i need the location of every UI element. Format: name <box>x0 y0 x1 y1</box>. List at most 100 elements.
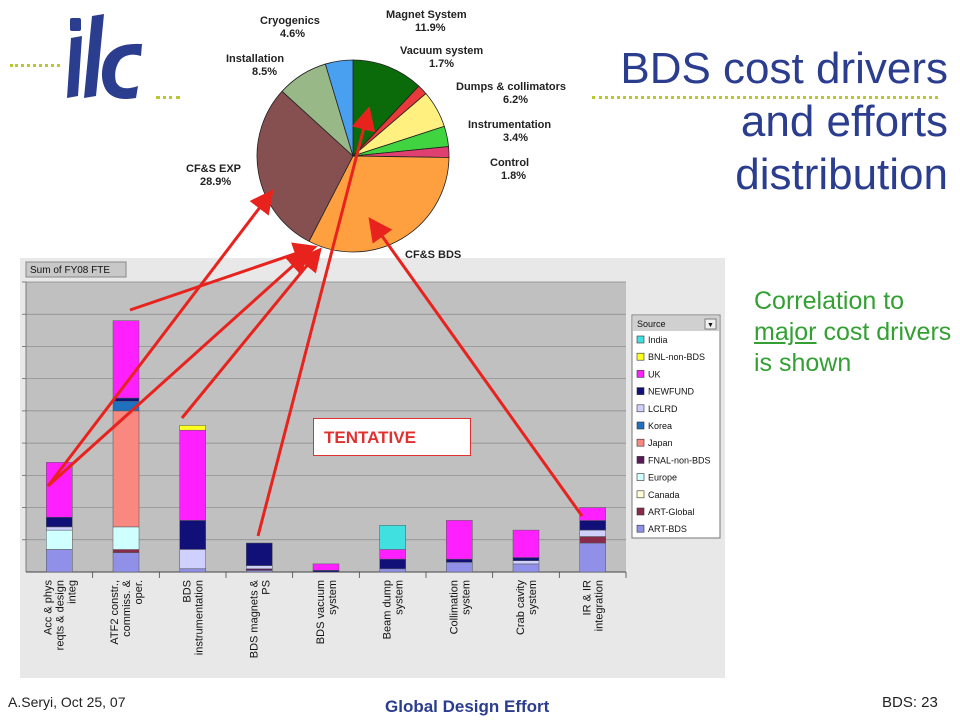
category-label-line: system <box>394 580 406 615</box>
legend: Source ▼ India BNL-non-BDS UK NEWFUND LCLRD K… <box>631 314 721 539</box>
bar-segment-korea <box>112 400 140 412</box>
category-label: IR & IRintegration <box>582 580 606 631</box>
legend-swatch-uk <box>636 370 645 378</box>
footer-author-date: A.Seryi, Oct 25, 07 <box>8 694 126 710</box>
correlation-underlined: major <box>754 318 817 346</box>
category-label: Crab cavitysystem <box>515 580 539 636</box>
category-label-line: BDS magnets & <box>248 579 260 658</box>
category-label: Acc & physreqts & designinteg <box>42 580 78 651</box>
category-label-line: system <box>527 580 539 615</box>
legend-label-art-global: ART-Global <box>648 507 694 517</box>
logo-text: ilc <box>66 8 67 9</box>
bar-segment-europe <box>46 529 73 550</box>
category-label-line: Acc & phys <box>42 580 54 636</box>
pie-value-installation: 8.5% <box>252 66 277 78</box>
legend-label-india: India <box>648 335 668 345</box>
dotted-line-left <box>10 64 60 67</box>
legend-label-art-bds: ART-BDS <box>648 524 687 534</box>
bar-segment-newfund <box>446 558 473 563</box>
legend-label-bnl-non-bds: BNL-non-BDS <box>648 352 705 362</box>
bar-segment-newfund <box>512 557 540 561</box>
title-line-2: and efforts <box>740 97 948 146</box>
bar-segment-india <box>379 525 406 550</box>
legend-swatch-korea <box>636 421 645 430</box>
legend-swatch-bnl-non-bds <box>636 352 645 361</box>
legend-label-canada: Canada <box>648 490 680 500</box>
bar-segment-lclrd <box>179 549 206 569</box>
bar-segment-newfund <box>179 520 206 550</box>
legend-box <box>631 314 721 539</box>
legend-label-fnal-non-bds: FNAL-non-BDS <box>648 455 711 465</box>
legend-dropdown-button[interactable] <box>704 318 717 330</box>
correlation-text-1: Correlation to <box>754 287 905 315</box>
category-label-line: ATF2 constr., <box>109 580 121 645</box>
bar-segment-uk <box>179 429 206 521</box>
pie-label-control: Control <box>490 157 529 169</box>
category-label-line: Crab cavity <box>515 580 527 636</box>
category-label-line: integ <box>66 580 78 604</box>
legend-label-lclrd: LCLRD <box>648 404 678 414</box>
legend-label-newfund: NEWFUND <box>648 387 694 397</box>
pie-label-cf-s-exp: CF&S EXP <box>186 163 241 175</box>
legend-swatch-newfund <box>636 387 645 395</box>
category-label: BDS vacuumsystem <box>315 580 339 644</box>
chevron-down-icon: ▼ <box>707 322 714 329</box>
bar-segment-uk <box>112 320 140 399</box>
bar-segment-newfund <box>312 570 340 573</box>
pie-label-installation: Installation <box>226 53 284 65</box>
correlation-note: Correlation to major cost drivers is sho… <box>754 286 954 379</box>
category-label-line: Beam dump <box>382 580 394 639</box>
category-label-line: BDS <box>182 580 194 603</box>
bar-segment-art-bds <box>379 568 406 573</box>
correlation-text-2: cost drivers is shown <box>754 318 952 377</box>
bar-segment-bnl-non-bds <box>179 425 206 431</box>
legend-title: Source <box>637 319 666 329</box>
legend-label-europe: Europe <box>648 473 677 483</box>
bar-segment-uk <box>579 507 606 521</box>
bar-segment-uk <box>312 563 340 571</box>
footer-page-number: BDS: 23 <box>882 694 938 711</box>
category-label-line: system <box>327 580 339 615</box>
bar-segment-uk <box>446 520 473 560</box>
bar-segment-uk <box>46 462 73 518</box>
category-label-line: system <box>460 580 472 615</box>
bar-segment-art-global <box>112 549 140 553</box>
dotted-line-logo <box>156 96 180 99</box>
bar-segment-art-bds <box>512 563 540 573</box>
category-label-line: Collimation <box>448 580 460 634</box>
category-label-line: IR & IR <box>582 580 594 616</box>
ilc-logo: ilc <box>66 8 142 99</box>
pie-value-cf-s-exp: 28.9% <box>200 176 231 188</box>
legend-swatch-art-global <box>636 507 645 516</box>
category-label: ATF2 constr.,commiss. &oper. <box>109 579 145 644</box>
bar-segment-uk <box>379 549 406 560</box>
bar-segment-newfund <box>379 558 406 570</box>
category-label-line: instrumentation <box>194 580 206 655</box>
pie-label-dumps-collimators: Dumps & collimators <box>456 81 566 93</box>
tentative-label: TENTATIVE <box>313 418 471 456</box>
bar-segment-art-bds <box>446 562 473 573</box>
dotted-line-title <box>592 96 938 99</box>
pie-label-vacuum-system: Vacuum system <box>400 45 483 57</box>
bar-segment-newfund <box>112 397 140 402</box>
category-label-line: reqts & design <box>54 580 66 650</box>
legend-swatch-canada <box>636 490 645 499</box>
bar-segment-art-bds <box>112 552 140 573</box>
bar-segment-lclrd <box>246 565 273 570</box>
bar-segment-europe <box>112 526 140 550</box>
legend-swatch-europe <box>636 473 645 481</box>
legend-swatch-india <box>636 335 645 344</box>
pie-label-instrumentation: Instrumentation <box>468 119 551 131</box>
bar-segment-lclrd <box>46 526 73 531</box>
bar-segment-uk <box>512 529 540 558</box>
pie-value-control: 1.8% <box>501 170 526 182</box>
bar-segment-art-bds <box>46 549 73 573</box>
category-label: Collimationsystem <box>448 580 472 634</box>
legend-label-korea: Korea <box>648 421 672 431</box>
pie-value-magnet-system: 11.9% <box>415 22 446 34</box>
pivot-header: Sum of FY08 FTE <box>30 265 110 276</box>
category-label-line: oper. <box>133 580 145 604</box>
pie-value-instrumentation: 3.4% <box>503 132 528 144</box>
bar-segment-lclrd <box>512 560 540 565</box>
